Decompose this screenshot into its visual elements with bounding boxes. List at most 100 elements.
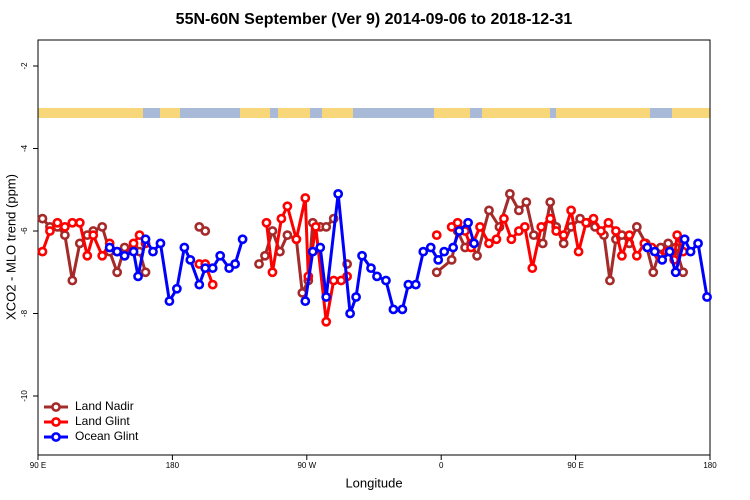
data-point xyxy=(642,242,653,253)
data-point xyxy=(513,205,524,216)
data-point xyxy=(551,226,562,236)
data-point xyxy=(59,230,70,241)
data-point xyxy=(200,263,211,274)
data-point xyxy=(566,205,577,216)
data-point xyxy=(194,279,205,290)
data-point xyxy=(282,230,293,241)
data-point xyxy=(372,271,382,282)
legend-marker xyxy=(51,417,61,427)
data-point xyxy=(345,308,356,319)
data-point xyxy=(431,230,442,241)
data-point xyxy=(545,197,556,208)
data-point xyxy=(611,226,621,236)
data-point xyxy=(128,238,139,249)
data-point xyxy=(463,217,473,228)
data-point xyxy=(366,263,376,274)
data-point xyxy=(300,193,311,203)
data-point xyxy=(670,267,681,278)
x-tick-label: 90 E xyxy=(567,461,583,470)
data-point xyxy=(307,246,318,257)
data-point xyxy=(128,246,139,257)
data-point xyxy=(321,221,332,232)
data-point xyxy=(678,267,689,278)
data-point xyxy=(649,246,660,257)
series-line xyxy=(108,192,709,316)
data-point xyxy=(624,230,635,241)
data-point xyxy=(693,238,703,249)
data-point xyxy=(59,221,70,232)
data-point xyxy=(185,254,196,265)
data-point xyxy=(164,296,175,307)
data-point xyxy=(545,213,556,224)
data-point xyxy=(397,304,408,315)
x-tick-label: 180 xyxy=(703,461,717,470)
data-point xyxy=(67,217,78,228)
data-point xyxy=(527,263,538,274)
data-point xyxy=(133,271,143,282)
data-point xyxy=(631,250,642,261)
data-point xyxy=(267,226,278,236)
data-point xyxy=(506,234,517,245)
data-point xyxy=(588,213,599,224)
data-point xyxy=(82,250,93,261)
data-point xyxy=(472,250,482,261)
legend-label: Land Glint xyxy=(75,414,130,428)
data-point xyxy=(491,234,502,245)
data-point xyxy=(448,242,459,253)
data-point xyxy=(418,246,429,257)
x-axis-label: Longitude xyxy=(345,475,402,490)
data-point xyxy=(403,279,414,290)
data-point xyxy=(446,254,457,265)
chart-title: 55N-60N September (Ver 9) 2014-09-06 to … xyxy=(176,11,573,28)
data-point xyxy=(97,250,108,261)
data-point xyxy=(254,259,264,269)
y-tick-label: -2 xyxy=(20,62,29,70)
data-point xyxy=(573,246,584,257)
data-point xyxy=(558,230,569,241)
data-point xyxy=(663,238,674,249)
data-point xyxy=(74,238,85,249)
data-point xyxy=(603,217,614,228)
data-point xyxy=(328,275,339,286)
data-point xyxy=(519,221,530,232)
data-point xyxy=(112,246,123,257)
y-axis-label: XCO2 - MLO trend (ppm) xyxy=(3,174,18,320)
data-point xyxy=(321,292,332,302)
data-point xyxy=(702,292,712,302)
data-point xyxy=(616,250,627,261)
data-point xyxy=(504,188,515,199)
data-point xyxy=(291,234,302,245)
data-point xyxy=(261,217,272,228)
data-point xyxy=(484,205,494,216)
data-point xyxy=(88,230,99,241)
data-point xyxy=(179,242,190,253)
data-point xyxy=(140,234,151,245)
data-point xyxy=(452,217,463,228)
x-tick-label: 90 W xyxy=(297,461,316,470)
data-point xyxy=(45,226,55,236)
data-point xyxy=(484,238,494,249)
data-point xyxy=(119,250,130,261)
data-point xyxy=(74,217,85,228)
data-point xyxy=(215,250,226,261)
data-point xyxy=(260,250,270,261)
data-point xyxy=(267,267,278,278)
data-point xyxy=(300,296,311,307)
data-point xyxy=(685,246,696,257)
legend-marker xyxy=(51,432,61,442)
data-point xyxy=(558,238,569,249)
data-point xyxy=(155,238,166,249)
data-point xyxy=(333,188,344,199)
data-point xyxy=(207,279,218,290)
data-point xyxy=(596,226,606,236)
data-point xyxy=(528,230,539,241)
data-point xyxy=(171,283,182,294)
data-point xyxy=(475,221,485,232)
data-point xyxy=(648,267,659,278)
data-point xyxy=(310,221,321,232)
data-point xyxy=(410,279,421,290)
data-point xyxy=(207,263,218,274)
data-point xyxy=(605,275,615,286)
data-point xyxy=(321,316,332,327)
